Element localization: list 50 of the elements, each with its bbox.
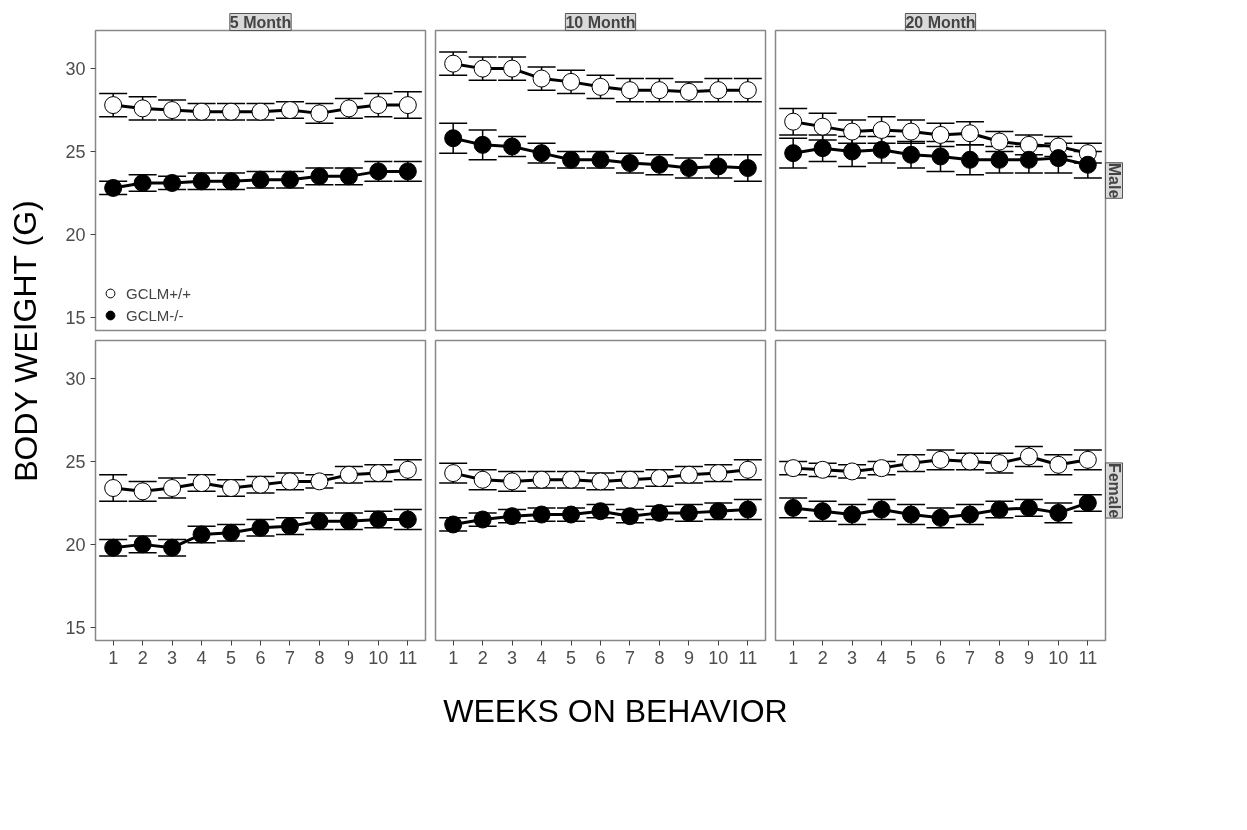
x-tick-label: 4 [536,647,547,668]
y-tick-label: 15 [65,307,86,328]
x-tick-label: 1 [788,647,799,668]
y-tick-label: 30 [65,369,86,390]
y2-axis-title: Female [1105,462,1123,519]
x-tick-label: 9 [683,647,694,668]
x-tick-label: 10 [1048,647,1069,668]
y-tick-label: 20 [65,224,86,245]
x-tick-label: 10 [368,647,389,668]
x-tick-label: 8 [994,647,1005,668]
x-tick-label: 11 [1078,647,1098,668]
x-tick-label: 4 [876,647,887,668]
x-tick-label: 9 [343,647,354,668]
x-tick-label: 7 [284,647,295,668]
x-tick-label: 3 [847,647,858,668]
x-axis-title: WEEKS ON BEHAVIOR [443,692,788,729]
legend-label: GCLM+/+ [126,284,192,302]
y-axis-title: BODY WEIGHT (G) [7,200,44,482]
x-tick-label: 11 [398,647,418,668]
x-tick-label: 8 [314,647,325,668]
x-tick-label: 10 [708,647,729,668]
x-tick-label: 5 [566,647,577,668]
x-tick-label: 1 [108,647,119,668]
x-tick-label: 7 [964,647,975,668]
x-tick-label: 3 [507,647,518,668]
x-tick-label: 11 [738,647,758,668]
x-tick-label: 3 [167,647,178,668]
legend-label: GCLM-/- [126,306,184,324]
y-tick-label: 15 [65,617,86,638]
x-tick-label: 2 [817,647,828,668]
x-tick-label: 7 [624,647,635,668]
y-tick-label: 25 [65,141,86,162]
x-tick-label: 6 [935,647,946,668]
chart-title: 20 Month [905,13,976,31]
x-tick-label: 6 [255,647,266,668]
chart-title: 5 Month [229,13,292,31]
x-tick-label: 2 [137,647,148,668]
x-tick-label: 2 [477,647,488,668]
x-tick-label: 5 [226,647,237,668]
x-tick-label: 6 [595,647,606,668]
x-tick-label: 8 [654,647,665,668]
y2-axis-title: Male [1105,162,1123,199]
y-tick-label: 30 [65,59,86,80]
y-tick-label: 25 [65,451,86,472]
x-tick-label: 9 [1023,647,1034,668]
x-tick-label: 4 [196,647,207,668]
x-tick-label: 5 [906,647,917,668]
chart-title: 10 Month [565,13,636,31]
x-tick-label: 1 [448,647,459,668]
y-tick-label: 20 [65,534,86,555]
